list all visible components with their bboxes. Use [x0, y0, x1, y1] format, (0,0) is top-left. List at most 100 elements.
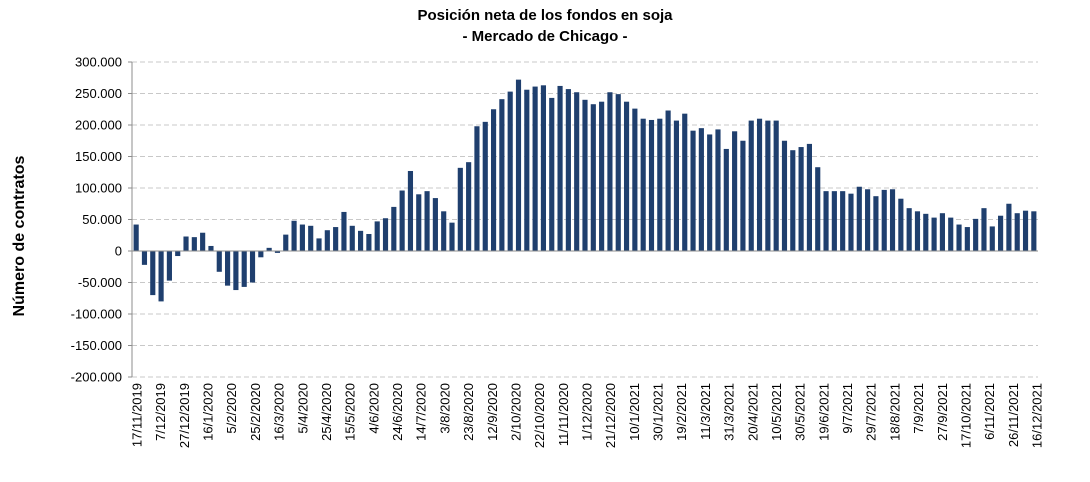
- bar: [964, 227, 970, 251]
- y-tick-label: -100.000: [71, 307, 122, 322]
- bar: [457, 167, 463, 251]
- chart-title: Posición neta de los fondos en soja: [417, 7, 673, 24]
- bar: [374, 221, 380, 251]
- x-tick-label: 26/11/2021: [1006, 383, 1021, 447]
- bar: [524, 89, 530, 251]
- bar: [648, 119, 655, 252]
- bar: [225, 251, 231, 286]
- x-tick-label: 12/9/2020: [485, 383, 500, 441]
- bar: [773, 120, 779, 251]
- bar: [732, 131, 738, 251]
- bar: [540, 85, 547, 251]
- bar: [316, 238, 322, 251]
- bar: [1022, 210, 1029, 251]
- bar: [923, 213, 929, 251]
- bar: [690, 130, 696, 251]
- bar: [490, 109, 497, 251]
- bar: [574, 92, 580, 252]
- bar: [682, 113, 688, 251]
- bar: [1006, 203, 1012, 251]
- x-tick-label: 19/6/2021: [816, 383, 831, 441]
- x-tick-label: 17/11/2019: [130, 383, 145, 447]
- bar: [873, 196, 879, 251]
- bar: [266, 247, 272, 251]
- bar: [507, 91, 513, 251]
- bar: [407, 170, 414, 251]
- bar: [150, 251, 156, 296]
- x-tick-label: 27/12/2019: [177, 383, 192, 448]
- bar: [283, 234, 289, 251]
- bar: [599, 101, 605, 251]
- bar: [474, 126, 480, 251]
- x-tick-label: 22/10/2020: [532, 383, 547, 448]
- bar: [482, 121, 488, 251]
- bar: [657, 118, 663, 251]
- bar: [565, 89, 571, 251]
- bar: [241, 251, 247, 287]
- bar: [881, 189, 887, 251]
- bar: [158, 251, 164, 302]
- bar: [790, 150, 796, 251]
- x-tick-label: 23/8/2020: [461, 383, 476, 441]
- bar: [723, 148, 729, 251]
- chart-title-block: Posición neta de los fondos en soja - Me…: [0, 5, 1090, 47]
- bar: [640, 118, 646, 251]
- bar: [324, 230, 330, 251]
- x-tick-label: 25/2/2020: [248, 383, 263, 441]
- bar: [341, 211, 347, 251]
- x-tick-label: 16/1/2020: [201, 383, 216, 441]
- x-tick-label: 1/12/2020: [580, 383, 595, 441]
- bar: [698, 128, 704, 251]
- bar: [806, 143, 812, 251]
- bar: [673, 120, 679, 251]
- bar: [707, 134, 713, 251]
- bar: [715, 129, 721, 251]
- bar: [989, 226, 995, 251]
- x-tick-label: 10/1/2021: [627, 383, 642, 441]
- bar: [1014, 213, 1020, 251]
- bar: [382, 218, 389, 251]
- x-tick-label: 4/6/2020: [366, 383, 381, 434]
- bar: [615, 94, 621, 251]
- bar: [914, 211, 921, 251]
- bar: [141, 251, 148, 265]
- bar: [358, 230, 364, 251]
- bar: [291, 220, 297, 251]
- x-tick-label: 29/7/2021: [864, 383, 879, 441]
- x-tick-label: 7/9/2021: [911, 383, 926, 434]
- x-tick-label: 6/11/2021: [982, 383, 997, 440]
- x-tick-label: 18/8/2021: [887, 383, 902, 441]
- x-tick-label: 21/12/2020: [603, 383, 618, 448]
- x-tick-label: 24/6/2020: [390, 383, 405, 441]
- bar: [765, 120, 771, 251]
- bar: [349, 225, 355, 251]
- bar: [665, 110, 671, 251]
- bar: [175, 251, 181, 257]
- x-tick-label: 31/3/2021: [722, 383, 737, 441]
- y-tick-label: 200.000: [75, 118, 122, 133]
- bar: [956, 224, 962, 251]
- y-tick-labels: 300.000 250.000 200.000 150.000 100.000 50.00…: [71, 55, 122, 385]
- bar: [823, 191, 829, 251]
- x-tick-label: 7/12/2019: [153, 383, 168, 441]
- bar: [889, 189, 896, 251]
- bar: [623, 101, 630, 251]
- bar: [208, 245, 214, 251]
- bar: [166, 251, 172, 281]
- bar: [449, 222, 455, 251]
- x-tick-label: 9/7/2021: [840, 383, 855, 434]
- x-tick-label: 2/10/2020: [508, 383, 523, 441]
- x-tick-labels: 17/11/2019 7/12/2019 27/12/2019 16/1/2020 5/…: [130, 383, 1045, 448]
- bar: [391, 206, 397, 251]
- bar: [856, 186, 862, 251]
- y-tick-label: 150.000: [75, 149, 122, 164]
- y-tick-label: 0: [115, 244, 122, 259]
- bar: [133, 224, 139, 251]
- x-tick-label: 30/5/2021: [793, 383, 808, 441]
- x-tick-label: 5/2/2020: [224, 383, 239, 434]
- y-tick-label: 250.000: [75, 86, 122, 101]
- bar: [1031, 211, 1037, 251]
- bar: [200, 232, 206, 251]
- x-tick-label: 27/9/2021: [935, 383, 950, 441]
